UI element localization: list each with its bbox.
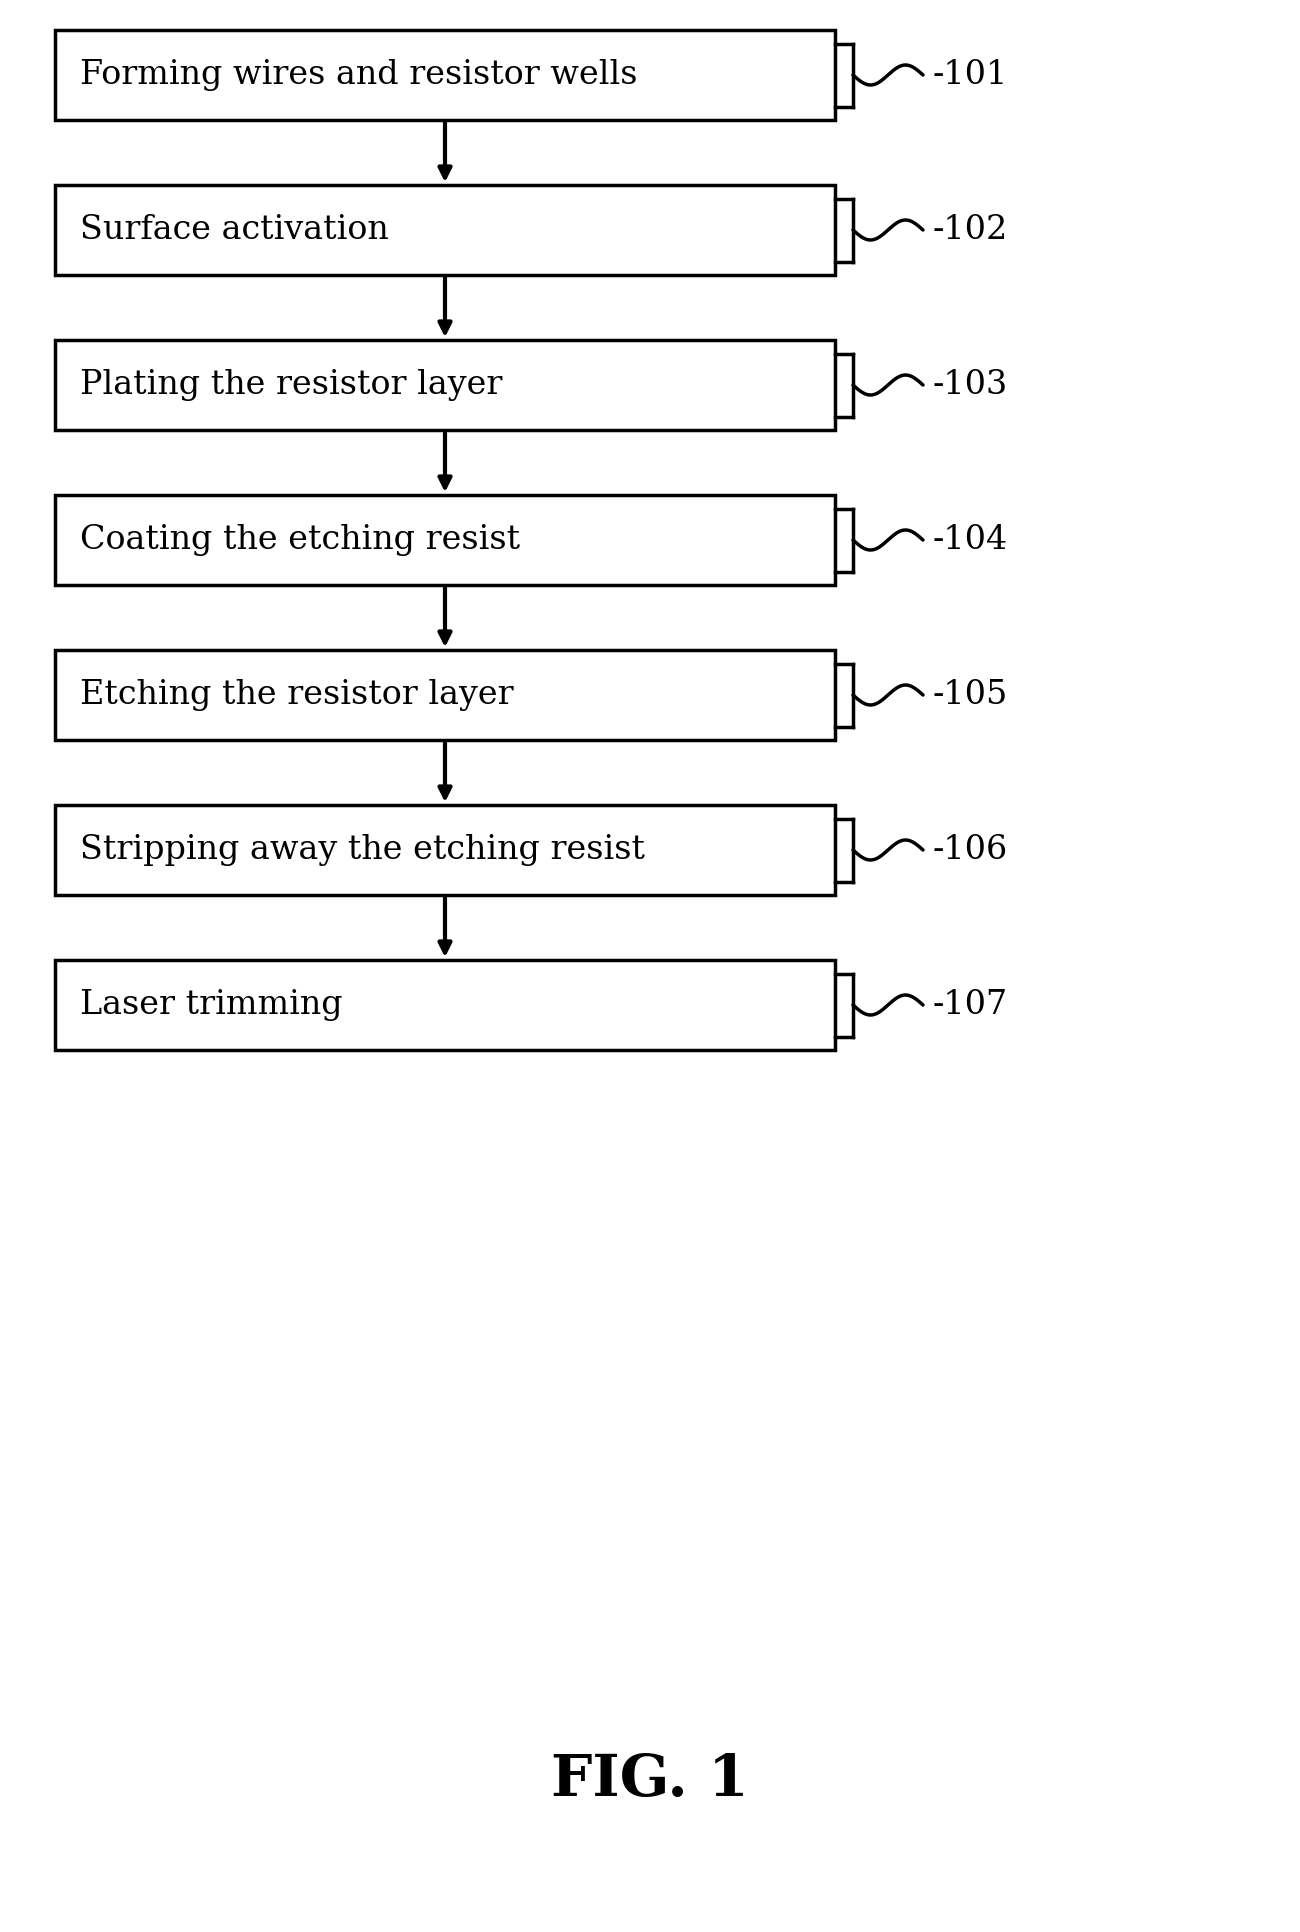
Text: FIG. 1: FIG. 1 — [551, 1752, 749, 1808]
Text: -105: -105 — [933, 678, 1009, 711]
Text: Etching the resistor layer: Etching the resistor layer — [81, 678, 514, 711]
Text: -101: -101 — [933, 60, 1009, 91]
Text: Stripping away the etching resist: Stripping away the etching resist — [81, 835, 645, 866]
Text: Coating the etching resist: Coating the etching resist — [81, 524, 520, 556]
Bar — [55, 649, 835, 740]
Text: Laser trimming: Laser trimming — [81, 989, 343, 1020]
Text: -102: -102 — [933, 214, 1009, 245]
Text: Plating the resistor layer: Plating the resistor layer — [81, 369, 502, 402]
Text: Forming wires and resistor wells: Forming wires and resistor wells — [81, 60, 637, 91]
Bar — [55, 185, 835, 274]
Text: -107: -107 — [933, 989, 1008, 1020]
Text: -103: -103 — [933, 369, 1009, 402]
Bar — [55, 340, 835, 431]
Bar — [55, 495, 835, 585]
Bar — [55, 31, 835, 120]
Bar — [55, 960, 835, 1049]
Text: -104: -104 — [933, 524, 1008, 556]
Text: Surface activation: Surface activation — [81, 214, 389, 245]
Bar — [55, 806, 835, 895]
Text: -106: -106 — [933, 835, 1009, 866]
